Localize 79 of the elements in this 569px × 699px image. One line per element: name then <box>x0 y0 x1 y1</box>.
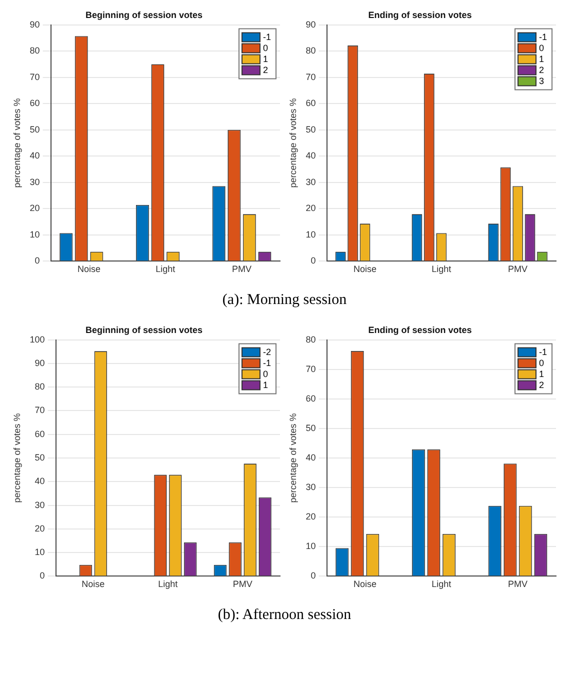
y-tick-label: 0 <box>310 570 316 581</box>
x-tick-label: Noise <box>82 579 105 590</box>
y-tick-label: 90 <box>30 19 40 30</box>
legend-label: 0 <box>539 42 544 53</box>
x-tick-label: Noise <box>354 264 377 274</box>
x-tick-label: Light <box>158 579 178 590</box>
legend-label: 2 <box>539 380 544 390</box>
chart-title: Beginning of session votes <box>85 10 203 20</box>
legend-label: 0 <box>263 42 268 53</box>
y-tick-label: 0 <box>34 256 40 266</box>
y-tick-label: 80 <box>30 46 40 56</box>
x-tick-label: Noise <box>354 579 377 590</box>
legend-label: 0 <box>263 368 268 379</box>
y-tick-label: 30 <box>306 482 316 492</box>
x-tick-label: PMV <box>232 264 252 274</box>
legend-label: -1 <box>539 32 548 42</box>
legend-label: 2 <box>263 64 268 75</box>
text: (a): Morning session <box>221 292 348 309</box>
y-tick-label: 60 <box>34 428 45 439</box>
y-axis-title: percentage of votes % <box>288 413 298 503</box>
y-tick-label: 50 <box>306 422 316 433</box>
y-tick-label: 30 <box>34 500 45 510</box>
y-tick-label: 70 <box>306 72 316 82</box>
legend-label: 2 <box>539 64 544 75</box>
legend-label: 1 <box>539 368 544 379</box>
y-axis-title: percentage of votes % <box>12 98 22 188</box>
y-tick-label: 20 <box>306 203 316 214</box>
y-tick-label: 80 <box>306 46 316 56</box>
legend-label: -1 <box>263 32 272 42</box>
y-tick-label: 90 <box>306 19 316 30</box>
y-tick-label: 40 <box>30 150 40 161</box>
y-tick-label: 0 <box>310 256 316 266</box>
y-tick-label: 50 <box>306 124 316 134</box>
legend-label: 0 <box>539 358 544 368</box>
x-tick-label: Light <box>432 264 452 274</box>
y-tick-label: 70 <box>34 405 45 416</box>
legend-label: 1 <box>263 380 268 390</box>
legend-label: 1 <box>539 54 544 64</box>
x-tick-label: Light <box>156 264 176 274</box>
y-tick-label: 40 <box>306 452 316 462</box>
y-tick-label: 70 <box>306 364 316 374</box>
y-tick-label: 90 <box>34 358 45 368</box>
y-tick-label: 20 <box>30 203 40 214</box>
y-tick-label: 10 <box>306 229 316 240</box>
y-tick-label: 40 <box>34 476 45 486</box>
y-tick-label: 0 <box>40 570 45 581</box>
legend-label: -1 <box>539 346 548 357</box>
y-tick-label: 10 <box>34 547 45 558</box>
chart-title: Ending of session votes <box>368 324 472 335</box>
y-tick-label: 50 <box>30 124 40 134</box>
x-tick-label: Light <box>432 579 452 590</box>
y-tick-label: 20 <box>306 512 316 522</box>
legend-label: 3 <box>539 76 544 86</box>
x-tick-label: PMV <box>508 264 528 274</box>
chart-title: Ending of session votes <box>368 10 472 20</box>
y-tick-label: 50 <box>34 452 45 462</box>
chart-title: Beginning of session votes <box>85 324 203 335</box>
y-tick-label: 30 <box>30 176 40 187</box>
y-tick-label: 80 <box>34 382 45 392</box>
text: (b): Afternoon session <box>216 607 352 624</box>
y-tick-label: 80 <box>306 334 316 344</box>
x-tick-label: PMV <box>232 579 252 590</box>
y-tick-label: 30 <box>306 176 316 187</box>
x-tick-label: PMV <box>508 579 528 590</box>
y-tick-label: 70 <box>30 72 40 82</box>
y-tick-label: 20 <box>34 523 45 534</box>
y-tick-label: 60 <box>306 98 316 108</box>
y-tick-label: 10 <box>30 229 40 240</box>
y-axis-title: percentage of votes % <box>12 413 22 503</box>
legend-label: -1 <box>263 358 272 368</box>
y-tick-label: 10 <box>306 541 316 552</box>
legend-label: 1 <box>263 54 268 64</box>
y-tick-label: 100 <box>30 334 45 344</box>
y-tick-label: 40 <box>306 150 316 161</box>
y-tick-label: 60 <box>30 98 40 108</box>
legend-label: -2 <box>263 346 272 357</box>
y-tick-label: 60 <box>306 393 316 404</box>
x-tick-label: Noise <box>78 264 101 274</box>
y-axis-title: percentage of votes % <box>288 98 298 188</box>
